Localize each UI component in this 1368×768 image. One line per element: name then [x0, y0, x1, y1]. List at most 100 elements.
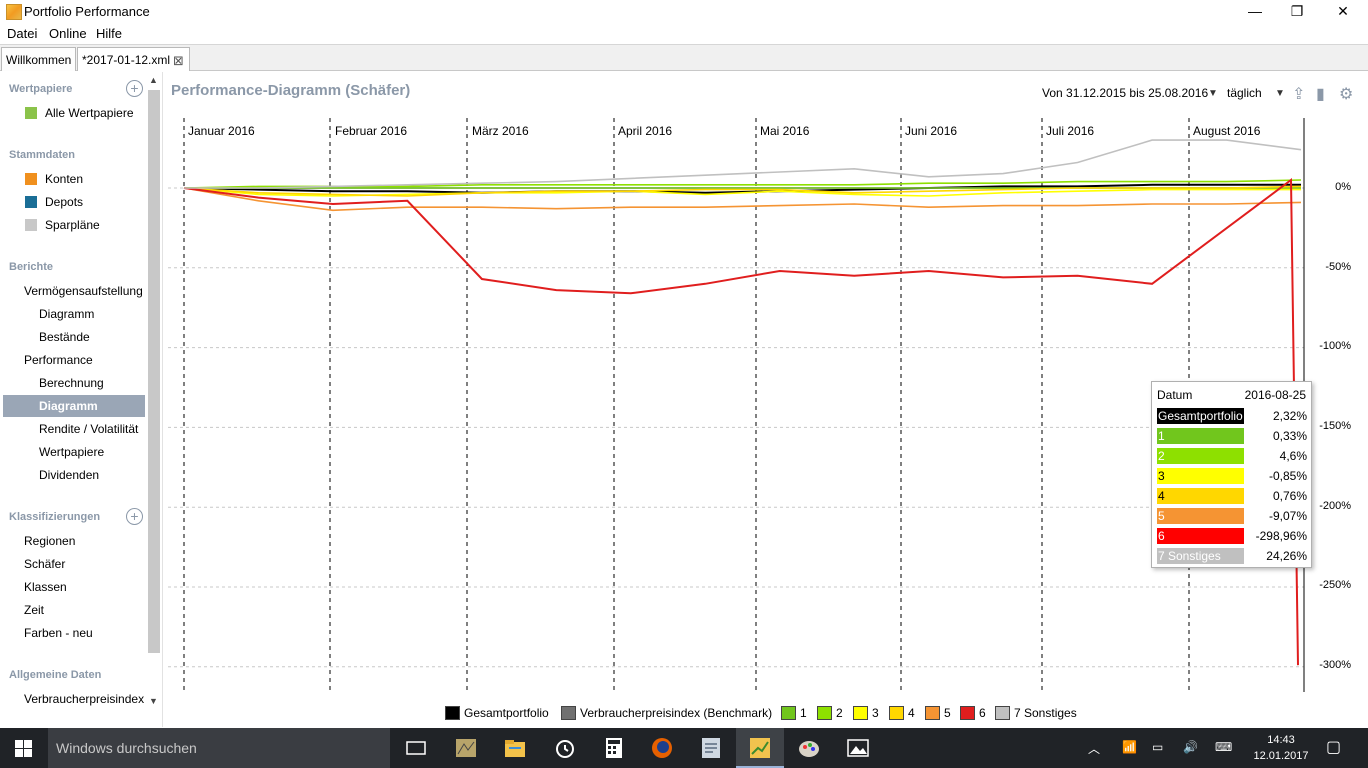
sidebar-item-vermoegensaufstellung[interactable]: Vermögensaufstellung: [24, 284, 143, 298]
sidebar-item-label: Konten: [45, 172, 84, 186]
keyboard-icon[interactable]: ⌨: [1215, 740, 1233, 754]
legend-label: 1: [800, 706, 807, 720]
taskbar: Windows durchsuchen ︿ 📶 ▭ 🔊 ⌨ 14:43 12.0…: [0, 728, 1368, 768]
page-title: Performance-Diagramm (Schäfer): [171, 82, 411, 99]
x-tick-label: Januar 2016: [188, 124, 255, 138]
legend-swatch: [445, 706, 460, 720]
series-line-5: [183, 187, 1302, 212]
tooltip-row: 2 4,6%: [1157, 448, 1307, 464]
scrollbar-thumb[interactable]: [148, 90, 160, 653]
tooltip-series-value: 2,32%: [1272, 409, 1307, 423]
windows-start-icon[interactable]: [15, 740, 32, 757]
x-tick-label: Juli 2016: [1046, 124, 1095, 138]
add-icon[interactable]: +: [126, 508, 143, 525]
sidebar-item-sparplaene[interactable]: Sparpläne: [24, 214, 144, 236]
calculator-icon[interactable]: [602, 736, 626, 760]
period-dropdown-icon[interactable]: ▼: [1208, 88, 1218, 99]
section-stammdaten: Stammdaten: [9, 149, 76, 161]
sidebar-item-wertpapiere[interactable]: Wertpapiere: [39, 445, 105, 459]
tooltip-row: 1 0,33%: [1157, 428, 1307, 444]
sidebar-item-berechnung[interactable]: Berechnung: [39, 376, 104, 390]
performance-chart[interactable]: [164, 72, 1368, 702]
menu-datei[interactable]: Datei: [7, 26, 38, 41]
settings-gear-icon[interactable]: ⚙: [1339, 86, 1354, 103]
sidebar-item-depots[interactable]: Depots: [24, 191, 144, 213]
alarm-clock-icon[interactable]: [553, 736, 577, 760]
legend-swatch: [817, 706, 832, 720]
clock-date: 12.01.2017: [1253, 750, 1309, 762]
legend-swatch: [853, 706, 868, 720]
portfolio-performance-icon[interactable]: [748, 736, 772, 760]
scroll-up-icon[interactable]: ▲: [149, 75, 158, 85]
legend-label: 3: [872, 706, 879, 720]
y-tick-label: 0%: [1335, 181, 1351, 193]
window-title: Portfolio Performance: [24, 4, 150, 19]
tooltip-row: 3 -0,85%: [1157, 468, 1307, 484]
tray-chevron-icon[interactable]: ︿: [1088, 742, 1101, 756]
taskbar-clock[interactable]: 14:43 12.01.2017: [1253, 732, 1309, 764]
section-allgemeine-daten: Allgemeine Daten: [9, 669, 102, 681]
maximize-button[interactable]: ❐: [1290, 3, 1304, 19]
tab-close-icon[interactable]: ⊠: [173, 53, 184, 68]
legend-swatch: [995, 706, 1010, 720]
series-line-7-sonstiges: [184, 139, 1302, 189]
menu-hilfe[interactable]: Hilfe: [96, 26, 123, 41]
battery-icon[interactable]: ▭: [1152, 740, 1164, 754]
tooltip-series-name: Gesamtportfolio: [1157, 408, 1244, 424]
sidebar-item-regionen[interactable]: Regionen: [24, 534, 76, 548]
search-placeholder: Windows durchsuchen: [56, 740, 197, 756]
sidebar-item-klassen[interactable]: Klassen: [24, 580, 67, 594]
sidebar-item-dividenden[interactable]: Dividenden: [39, 468, 100, 482]
tab-bar: Willkommen *2017-01-12.xml ⊠: [0, 44, 1368, 71]
firefox-icon[interactable]: [650, 736, 674, 760]
tab-label: *2017-01-12.xml: [82, 53, 171, 67]
section-berichte: Berichte: [9, 261, 54, 273]
bookmark-icon[interactable]: ▮: [1316, 86, 1325, 103]
volume-icon[interactable]: 🔊: [1183, 740, 1198, 754]
tooltip-row: 6 -298,96%: [1157, 528, 1307, 544]
taskbar-search[interactable]: Windows durchsuchen: [48, 728, 390, 768]
photos-icon[interactable]: [846, 736, 870, 760]
legend-label: 4: [908, 706, 915, 720]
tab-willkommen[interactable]: Willkommen: [1, 47, 76, 71]
sidebar-item-schaefer[interactable]: Schäfer: [24, 557, 66, 571]
minimize-button[interactable]: —: [1248, 3, 1262, 19]
security-icon: [25, 107, 37, 119]
export-icon[interactable]: ⇪: [1292, 86, 1306, 103]
network-icon[interactable]: 📶: [1122, 740, 1137, 754]
frequency-selector[interactable]: täglich: [1227, 86, 1262, 100]
sidebar-item-zeit[interactable]: Zeit: [24, 603, 45, 617]
sidebar-item-performance[interactable]: Performance: [24, 353, 93, 367]
close-button[interactable]: ✕: [1337, 3, 1349, 19]
sidebar-item-bestaende[interactable]: Bestände: [39, 330, 90, 344]
notepad-icon[interactable]: [699, 736, 723, 760]
plan-icon: [25, 219, 37, 231]
add-icon[interactable]: +: [126, 80, 143, 97]
sidebar-item-diagramm-vermoegen[interactable]: Diagramm: [39, 307, 95, 321]
file-explorer-icon[interactable]: [503, 736, 527, 760]
sidebar-item-label: Sparpläne: [45, 218, 100, 232]
legend-label: 2: [836, 706, 843, 720]
tooltip-series-value: 4,6%: [1279, 449, 1307, 463]
menu-online[interactable]: Online: [49, 26, 87, 41]
sidebar-item-farben[interactable]: Farben - neu: [24, 626, 93, 640]
x-tick-label: März 2016: [472, 124, 529, 138]
task-view-icon[interactable]: [404, 736, 428, 760]
paint-icon[interactable]: [797, 736, 821, 760]
sidebar-item-konten[interactable]: Konten: [24, 168, 144, 190]
sidebar-item-vpi[interactable]: Verbraucherpreisindex: [24, 692, 145, 706]
tooltip-series-name: 2: [1157, 448, 1244, 464]
frequency-dropdown-icon[interactable]: ▼: [1275, 88, 1285, 99]
legend-swatch: [781, 706, 796, 720]
sidebar-item-diagramm-performance[interactable]: Diagramm: [3, 395, 145, 417]
notification-center-icon[interactable]: ▢: [1326, 739, 1342, 756]
period-selector[interactable]: Von 31.12.2015 bis 25.08.2016: [1042, 86, 1209, 100]
y-tick-label: -100%: [1319, 340, 1351, 352]
maps-app-icon[interactable]: [454, 736, 478, 760]
sidebar-item-rendite[interactable]: Rendite / Volatilität: [39, 422, 139, 436]
series-line-4: [183, 185, 1302, 197]
tab-file[interactable]: *2017-01-12.xml ⊠: [77, 47, 190, 71]
scroll-down-icon[interactable]: ▼: [149, 696, 158, 706]
sidebar-scrollbar[interactable]: ▲ ▼: [147, 72, 161, 727]
sidebar-item-alle-wertpapiere[interactable]: Alle Wertpapiere: [24, 102, 144, 124]
